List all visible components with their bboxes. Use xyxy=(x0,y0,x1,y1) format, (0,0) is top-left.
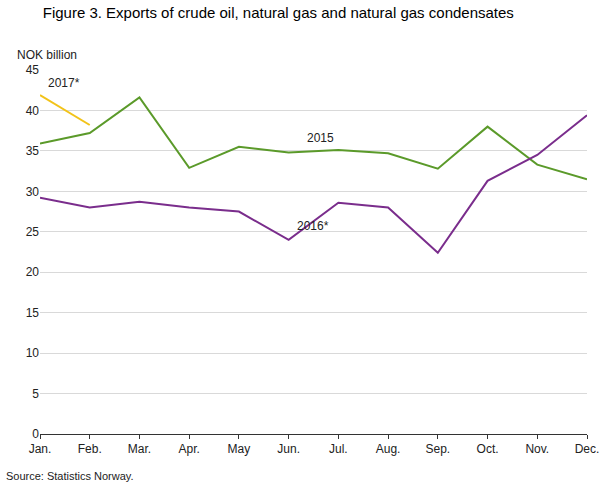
svg-text:Jun.: Jun. xyxy=(277,442,300,456)
svg-text:5: 5 xyxy=(32,387,39,401)
svg-text:Jul.: Jul. xyxy=(329,442,348,456)
svg-text:Feb.: Feb. xyxy=(78,442,102,456)
svg-text:35: 35 xyxy=(26,144,40,158)
svg-text:Aug.: Aug. xyxy=(376,442,401,456)
svg-text:2015: 2015 xyxy=(307,131,334,145)
svg-text:20: 20 xyxy=(26,265,40,279)
svg-text:30: 30 xyxy=(26,185,40,199)
svg-text:45: 45 xyxy=(26,63,40,77)
svg-text:NOK billion: NOK billion xyxy=(17,48,77,62)
svg-text:Oct.: Oct. xyxy=(477,442,499,456)
svg-text:10: 10 xyxy=(26,346,40,360)
svg-text:2017*: 2017* xyxy=(48,76,80,90)
svg-text:Mar.: Mar. xyxy=(128,442,151,456)
svg-text:40: 40 xyxy=(26,104,40,118)
svg-text:2016*: 2016* xyxy=(297,219,329,233)
svg-text:Nov.: Nov. xyxy=(525,442,549,456)
svg-text:Jan.: Jan. xyxy=(29,442,52,456)
svg-text:Source: Statistics Norway.: Source: Statistics Norway. xyxy=(6,470,134,482)
svg-text:Figure 3. Exports of crude oil: Figure 3. Exports of crude oil, natural … xyxy=(43,4,514,21)
svg-text:Dec.: Dec. xyxy=(575,442,600,456)
svg-text:May: May xyxy=(228,442,251,456)
svg-text:15: 15 xyxy=(26,306,40,320)
svg-text:Apr.: Apr. xyxy=(179,442,200,456)
svg-text:Sep.: Sep. xyxy=(425,442,450,456)
svg-text:25: 25 xyxy=(26,225,40,239)
svg-text:0: 0 xyxy=(32,427,39,441)
